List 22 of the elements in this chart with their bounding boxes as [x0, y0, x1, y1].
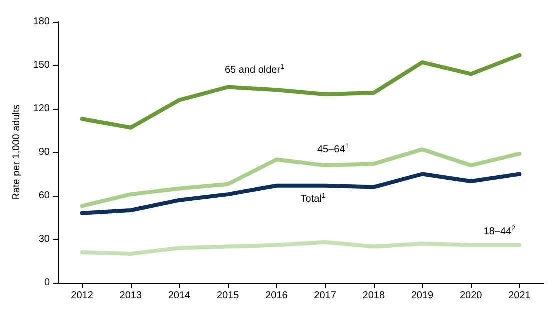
x-tick-label: 2021 [508, 290, 532, 302]
y-axis-title: Rate per 1,000 adults [12, 104, 22, 200]
y-tick-label: 30 [38, 234, 50, 245]
x-tick-label: 2012 [71, 290, 94, 302]
x-tick-label: 2019 [411, 290, 434, 302]
x-tick-label: 2013 [120, 290, 142, 302]
y-tick-label: 60 [38, 190, 50, 202]
line-series [80, 53, 522, 130]
y-tick-label: 0 [44, 278, 50, 288]
y-tick-label: 180 [33, 16, 50, 28]
y-tick-label: 150 [33, 60, 50, 71]
line-series [80, 172, 522, 216]
y-tick-label: 120 [33, 104, 50, 114]
x-tick-label: 2015 [216, 290, 240, 302]
line-series [80, 240, 522, 256]
x-tick-label: 2016 [266, 290, 288, 302]
x-tick-label: 2017 [314, 290, 337, 302]
x-tick-label: 2018 [362, 290, 386, 302]
line-series [80, 148, 522, 208]
x-tick-label: 2020 [460, 290, 483, 302]
y-tick-label: 90 [38, 147, 50, 158]
x-tick-label: 2014 [168, 290, 192, 302]
